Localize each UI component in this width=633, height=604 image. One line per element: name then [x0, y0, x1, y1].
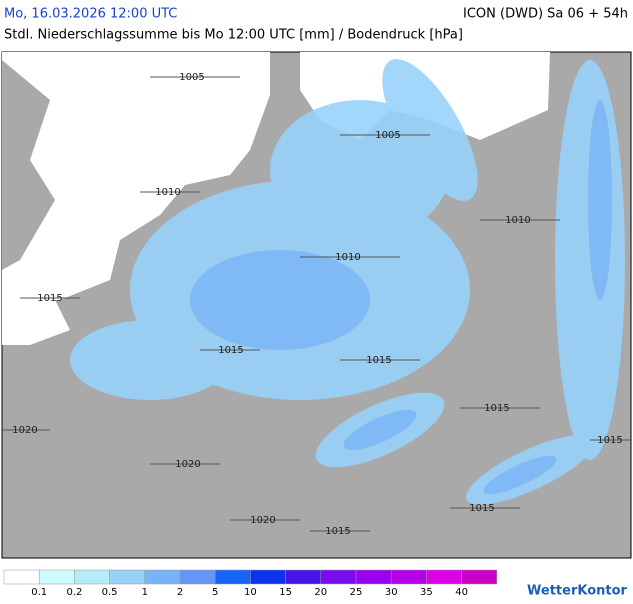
isobar-label: 1005 — [179, 72, 204, 83]
legend-label: 20 — [314, 587, 327, 598]
legend-swatch — [390, 569, 427, 585]
legend-label: 0.5 — [102, 587, 118, 598]
legend-label: 5 — [212, 587, 218, 598]
legend-swatch — [179, 569, 216, 585]
isobar-label: 1015 — [366, 355, 391, 366]
legend-swatch — [355, 569, 392, 585]
brand: WetterKontor — [527, 584, 628, 599]
isobar-label: 1010 — [335, 252, 360, 263]
legend-swatch — [3, 569, 40, 585]
isobar-label: 1015 — [484, 403, 509, 414]
legend-swatch — [285, 569, 322, 585]
model-run: ICON (DWD) Sa 06 + 54h — [463, 7, 628, 22]
legend-swatch — [74, 569, 110, 585]
legend-swatch — [144, 569, 181, 585]
isobar-label: 1005 — [375, 130, 400, 141]
legend-swatch — [38, 569, 75, 585]
legend-swatch — [426, 569, 462, 585]
legend-swatch — [320, 569, 357, 585]
legend-label: 0.1 — [31, 587, 47, 598]
subtitle: Stdl. Niederschlagssumme bis Mo 12:00 UT… — [4, 28, 463, 43]
isobar-label: 1015 — [218, 345, 243, 356]
isobar-label: 1020 — [250, 515, 275, 526]
legend-swatch — [214, 569, 251, 585]
isobar-label: 1015 — [469, 503, 494, 514]
isobar-label: 1015 — [597, 435, 622, 446]
valid-time: Mo, 16.03.2026 12:00 UTC — [4, 7, 177, 22]
legend-label: 40 — [455, 587, 468, 598]
legend-label: 15 — [279, 587, 292, 598]
legend-label: 2 — [177, 587, 183, 598]
legend-label: 10 — [244, 587, 257, 598]
legend: 0.1 0.2 0.5 1 2 5 10 15 20 25 30 35 40 — [3, 569, 498, 598]
legend-swatch — [250, 569, 286, 585]
legend-swatch — [109, 569, 146, 585]
legend-label: 25 — [350, 587, 363, 598]
legend-label: 30 — [385, 587, 398, 598]
legend-label: 35 — [420, 587, 433, 598]
legend-swatch — [461, 569, 498, 585]
isobar-label: 1010 — [505, 215, 530, 226]
isobar-label: 1015 — [37, 293, 62, 304]
legend-label: 0.2 — [66, 587, 82, 598]
legend-label: 1 — [142, 587, 148, 598]
isobar-label: 1020 — [175, 459, 200, 470]
isobar-label: 1015 — [325, 526, 350, 537]
isobar-label: 1010 — [155, 187, 180, 198]
isobar-label: 1020 — [12, 425, 37, 436]
map: 1005 1005 1010 1010 1010 1015 1015 1015 1015 1015… — [1, 51, 632, 559]
